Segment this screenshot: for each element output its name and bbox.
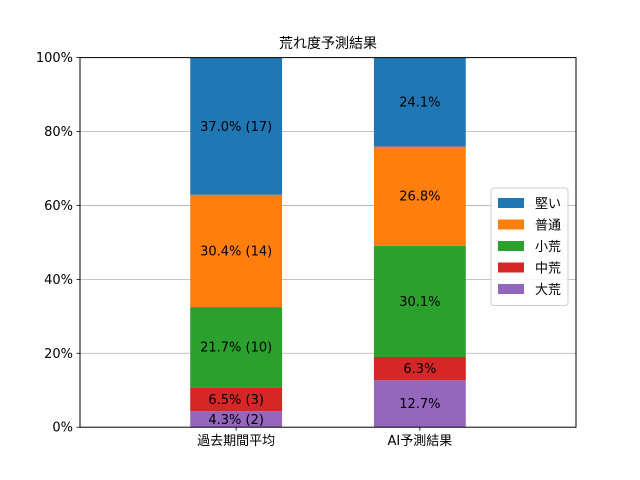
y-tick-label: 20%: [44, 347, 73, 362]
bar-segment: [373, 380, 466, 428]
data-label: 24.1%: [399, 96, 440, 111]
legend-swatch: [498, 241, 524, 251]
data-label: 12.7%: [399, 397, 440, 412]
bar-segment: [373, 146, 466, 246]
bar-segment: [373, 356, 466, 381]
y-tick-label: 100%: [36, 51, 73, 66]
legend-swatch: [498, 219, 524, 230]
y-tick-label: 80%: [44, 125, 73, 140]
data-label: 4.3% (2): [208, 413, 264, 428]
legend-label: 中荒: [535, 262, 561, 277]
bar-segment: [373, 245, 466, 357]
legend-swatch: [498, 284, 524, 294]
x-tick-label: AI予測結果: [387, 434, 452, 449]
bar-segment: [190, 307, 283, 388]
data-label: 21.7% (10): [200, 341, 272, 356]
data-label: 6.5% (3): [208, 393, 264, 408]
legend-box: [490, 187, 569, 306]
x-axis: 過去期間平均 AI予測結果: [197, 427, 452, 449]
chart-title: 荒れ度予測結果: [279, 36, 377, 52]
data-label: 37.0% (17): [200, 120, 272, 135]
legend-swatch: [498, 262, 524, 273]
legend-swatch: [498, 198, 524, 208]
y-tick-label: 60%: [44, 199, 73, 214]
bar-segment: [190, 387, 283, 412]
y-tick-label: 40%: [44, 273, 73, 288]
data-label: 6.3%: [403, 362, 436, 377]
plot-frame: [79, 57, 577, 428]
legend-label: 小荒: [535, 240, 561, 255]
x-tick-label: 過去期間平均: [197, 434, 275, 449]
bar-segment: [190, 411, 283, 428]
data-label: 30.4% (14): [200, 244, 272, 259]
legend-label: 堅い: [535, 197, 561, 212]
legend-label: 大荒: [535, 283, 561, 298]
bars: 4.3% (2) 6.5% (3) 21.7% (10) 30.4% (14) 37.0…: [190, 57, 466, 428]
y-axis: 0% 20% 40% 60% 80% 100%: [36, 51, 80, 436]
data-label: 26.8%: [399, 190, 440, 205]
legend-label: 普通: [535, 219, 561, 234]
data-label: 30.1%: [399, 295, 440, 310]
bar-segment: [373, 57, 466, 147]
y-tick-label: 0%: [52, 421, 73, 436]
bar-segment: [190, 57, 283, 195]
bar-segment: [190, 194, 283, 308]
